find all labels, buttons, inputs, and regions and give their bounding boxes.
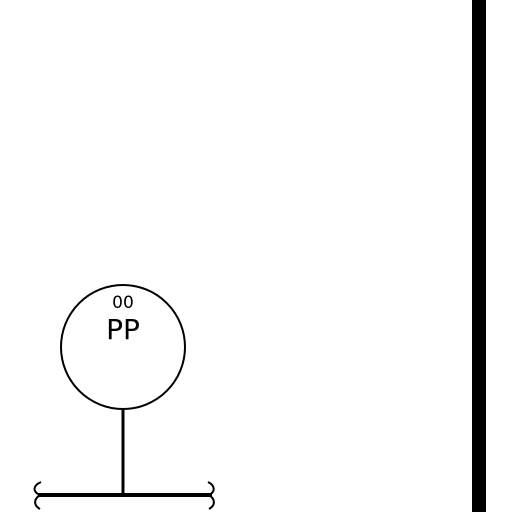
right-vertical-bar: [472, 0, 486, 512]
symbol-label-main: PP: [106, 313, 140, 346]
left-break-mark: [33, 481, 43, 510]
symbol-label-top: 00: [112, 293, 134, 313]
symbol-circle: [60, 284, 186, 410]
right-break-mark: [207, 481, 215, 510]
